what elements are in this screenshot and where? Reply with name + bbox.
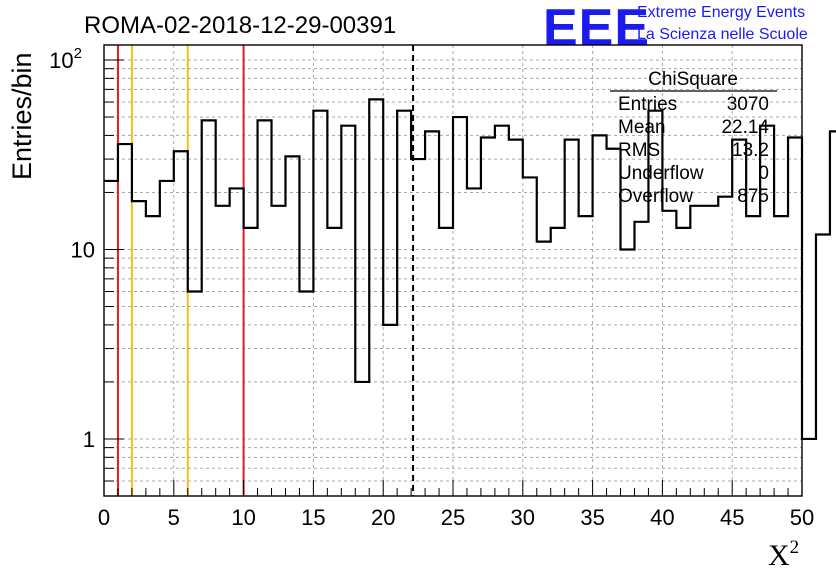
- histogram-bin: [104, 181, 118, 496]
- stats-row-label: Entries: [618, 94, 677, 115]
- histogram-bin: [327, 228, 341, 496]
- y-tick-labels: 1 10 102: [49, 45, 95, 452]
- histogram-bin: [690, 206, 704, 496]
- histogram-bin: [341, 126, 355, 496]
- histogram-bin: [537, 242, 551, 496]
- histogram-bin: [467, 188, 481, 496]
- histogram-bin: [160, 181, 174, 496]
- histogram-bin: [369, 99, 383, 496]
- x-axis-title: X2: [768, 537, 799, 572]
- histogram-bin: [788, 137, 802, 496]
- histogram-bin: [551, 228, 565, 496]
- histogram-bin: [230, 188, 244, 496]
- histogram-bin: [355, 382, 369, 496]
- histogram-bin: [718, 197, 732, 496]
- logo-line-1: Extreme Energy Events: [637, 4, 805, 21]
- histogram-bin: [397, 111, 411, 496]
- y-tick-label: 10: [71, 237, 95, 262]
- stats-row-label: RMS: [618, 140, 660, 161]
- x-tick-labels: 0 5 10 15 20 25 30 35 40 45 50: [98, 505, 814, 530]
- histogram-bin: [481, 137, 495, 496]
- histogram-bin: [188, 292, 202, 496]
- y-tick-label: 102: [49, 45, 82, 73]
- x-tick-label: 15: [301, 505, 325, 530]
- y-axis-title: Entries/bin: [7, 52, 37, 180]
- histogram-bin: [244, 228, 258, 496]
- histogram-bin: [118, 144, 132, 496]
- stats-row-label: Underflow: [618, 163, 704, 184]
- x-tick-label: 45: [720, 505, 744, 530]
- histogram-bin: [579, 216, 593, 496]
- histogram-bin: [774, 216, 788, 496]
- histogram-bin: [439, 228, 453, 496]
- histogram-bin: [132, 201, 146, 496]
- histogram-bin: [174, 151, 188, 496]
- histogram-bin: [495, 126, 509, 496]
- histogram-bin: [704, 206, 718, 496]
- x-tick-label: 50: [790, 505, 814, 530]
- x-tick-label: 35: [580, 505, 604, 530]
- stats-row-label: Overflow: [618, 186, 693, 207]
- stats-box: ChiSquare Entries 3070 Mean 22.14 RMS 13.2 Und…: [610, 69, 777, 207]
- stats-row-label: Mean: [618, 117, 666, 138]
- histogram-bin: [662, 211, 676, 496]
- y-tick-label: 1: [83, 427, 95, 452]
- histogram-bin: [634, 222, 648, 496]
- histogram-bin: [299, 292, 313, 496]
- histogram-bin: [411, 159, 425, 496]
- histogram-bin: [746, 216, 760, 496]
- histogram-bin: [313, 111, 327, 496]
- histogram-bin: [258, 120, 272, 496]
- y-tick-exponent: 2: [74, 45, 82, 62]
- stats-row-value: 3070: [727, 94, 769, 115]
- x-tick-label: 25: [441, 505, 465, 530]
- reference-lines: [116, 45, 415, 496]
- stats-name: ChiSquare: [648, 69, 738, 90]
- logo-line-2: La Scienza nelle Scuole: [637, 26, 808, 43]
- histogram-bin: [593, 135, 607, 496]
- stats-rows: Entries 3070 Mean 22.14 RMS 13.2 Underflow 0 Ove…: [618, 94, 769, 207]
- x-tick-label: 40: [650, 505, 674, 530]
- histogram-bin: [146, 216, 160, 496]
- x-tick-label: 0: [98, 505, 110, 530]
- x-tick-label: 10: [231, 505, 255, 530]
- histogram-bin: [830, 131, 836, 496]
- histogram-bin: [272, 206, 286, 496]
- stats-row-value: 875: [737, 186, 769, 207]
- histogram-bin: [285, 156, 299, 496]
- eee-logo: EEE: [543, 0, 650, 57]
- stats-row-value: 13.2: [732, 140, 769, 161]
- x-tick-label: 5: [168, 505, 180, 530]
- histogram-bin: [216, 206, 230, 496]
- histogram-bin: [523, 177, 537, 496]
- histogram-bin: [202, 120, 216, 496]
- histogram-bin: [453, 117, 467, 496]
- chart-title: ROMA-02-2018-12-29-00391: [84, 12, 396, 39]
- histogram-bin: [565, 140, 579, 496]
- stats-row-value: 22.14: [721, 117, 769, 138]
- histogram-bin: [802, 439, 816, 496]
- histogram-bin: [383, 325, 397, 496]
- stats-row-value: 0: [758, 163, 769, 184]
- x-tick-label: 30: [511, 505, 535, 530]
- histogram-bin: [676, 228, 690, 496]
- x-tick-label: 20: [371, 505, 395, 530]
- axes: [103, 44, 803, 497]
- histogram-bin: [621, 249, 635, 496]
- histogram-bin: [816, 234, 830, 496]
- histogram-bin: [425, 131, 439, 496]
- histogram-bin: [509, 140, 523, 496]
